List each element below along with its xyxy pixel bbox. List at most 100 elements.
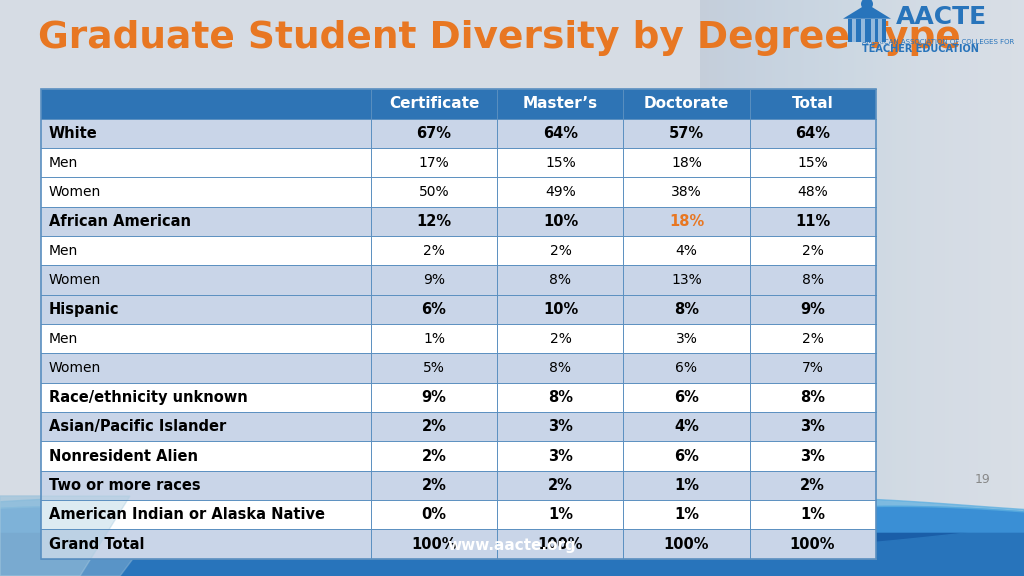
Text: 3%: 3% xyxy=(548,449,572,464)
Text: 8%: 8% xyxy=(674,302,699,317)
Text: American Indian or Alaska Native: American Indian or Alaska Native xyxy=(49,507,325,522)
Bar xyxy=(848,18,886,42)
Text: 2%: 2% xyxy=(550,332,571,346)
Text: 17%: 17% xyxy=(419,156,450,169)
Text: 5%: 5% xyxy=(423,361,445,375)
Text: 11%: 11% xyxy=(795,214,830,229)
Bar xyxy=(41,324,876,353)
Text: White: White xyxy=(49,126,97,141)
Text: 67%: 67% xyxy=(417,126,452,141)
Text: 18%: 18% xyxy=(671,156,701,169)
Bar xyxy=(41,471,876,500)
Text: 3%: 3% xyxy=(676,332,697,346)
Text: 100%: 100% xyxy=(412,537,457,552)
Text: www.aacte.org: www.aacte.org xyxy=(447,538,577,553)
Text: Women: Women xyxy=(49,273,101,287)
Text: 3%: 3% xyxy=(800,419,825,434)
Text: 1%: 1% xyxy=(674,478,699,493)
Text: 1%: 1% xyxy=(674,507,699,522)
Text: 100%: 100% xyxy=(538,537,584,552)
Text: Graduate Student Diversity by Degree Type: Graduate Student Diversity by Degree Typ… xyxy=(38,20,961,56)
Text: 9%: 9% xyxy=(422,390,446,405)
Text: Men: Men xyxy=(49,244,78,257)
Text: Asian/Pacific Islander: Asian/Pacific Islander xyxy=(49,419,226,434)
Text: 7%: 7% xyxy=(802,361,823,375)
Text: Grand Total: Grand Total xyxy=(49,537,144,552)
Text: African American: African American xyxy=(49,214,190,229)
Polygon shape xyxy=(0,496,180,576)
Bar xyxy=(41,89,876,559)
Bar xyxy=(41,529,876,559)
Text: Women: Women xyxy=(49,361,101,375)
Text: 0%: 0% xyxy=(422,507,446,522)
Bar xyxy=(861,18,865,42)
Polygon shape xyxy=(843,4,891,18)
Bar xyxy=(41,382,876,412)
Text: 4%: 4% xyxy=(676,244,697,257)
Bar xyxy=(879,18,883,42)
Bar xyxy=(41,500,876,529)
Text: 10%: 10% xyxy=(543,214,579,229)
Bar xyxy=(41,207,876,236)
Text: TEACHER EDUCATION: TEACHER EDUCATION xyxy=(862,44,979,54)
Bar xyxy=(41,441,876,471)
Bar xyxy=(41,412,876,441)
Text: 4%: 4% xyxy=(674,419,699,434)
Text: 38%: 38% xyxy=(671,185,701,199)
Text: 57%: 57% xyxy=(669,126,705,141)
Text: 2%: 2% xyxy=(422,478,446,493)
Text: 1%: 1% xyxy=(800,507,825,522)
Text: 18%: 18% xyxy=(669,214,705,229)
Text: 100%: 100% xyxy=(790,537,836,552)
Bar xyxy=(852,18,856,42)
Text: 2%: 2% xyxy=(548,478,572,493)
Text: 6%: 6% xyxy=(674,390,699,405)
Bar xyxy=(41,295,876,324)
Text: 12%: 12% xyxy=(417,214,452,229)
Text: 64%: 64% xyxy=(795,126,830,141)
Bar xyxy=(41,353,876,382)
Text: AACTE: AACTE xyxy=(896,5,987,29)
Text: 8%: 8% xyxy=(800,390,825,405)
Text: 13%: 13% xyxy=(671,273,701,287)
Text: 2%: 2% xyxy=(423,244,445,257)
Text: 2%: 2% xyxy=(550,244,571,257)
Text: 1%: 1% xyxy=(423,332,445,346)
Text: Master’s: Master’s xyxy=(523,96,598,111)
Text: 48%: 48% xyxy=(797,185,827,199)
Text: 10%: 10% xyxy=(543,302,579,317)
Text: 2%: 2% xyxy=(422,449,446,464)
Bar xyxy=(41,266,876,295)
Text: 2%: 2% xyxy=(800,478,825,493)
Text: Doctorate: Doctorate xyxy=(644,96,729,111)
Bar xyxy=(870,18,874,42)
Text: Nonresident Alien: Nonresident Alien xyxy=(49,449,198,464)
Text: 6%: 6% xyxy=(422,302,446,317)
Text: 8%: 8% xyxy=(550,273,571,287)
Text: 64%: 64% xyxy=(543,126,578,141)
Text: Two or more races: Two or more races xyxy=(49,478,201,493)
Bar xyxy=(41,177,876,207)
Text: 8%: 8% xyxy=(550,361,571,375)
Text: 3%: 3% xyxy=(800,449,825,464)
Text: 2%: 2% xyxy=(802,332,823,346)
Text: 1%: 1% xyxy=(548,507,573,522)
Text: 6%: 6% xyxy=(674,449,699,464)
Text: 3%: 3% xyxy=(548,419,572,434)
Text: 15%: 15% xyxy=(545,156,575,169)
Circle shape xyxy=(861,0,873,10)
Text: 2%: 2% xyxy=(422,419,446,434)
Bar xyxy=(41,236,876,266)
Polygon shape xyxy=(0,496,130,576)
Text: AMERICAN ASSOCIATION OF COLLEGES FOR: AMERICAN ASSOCIATION OF COLLEGES FOR xyxy=(862,39,1014,45)
Text: Hispanic: Hispanic xyxy=(49,302,120,317)
Text: 9%: 9% xyxy=(800,302,825,317)
Text: Women: Women xyxy=(49,185,101,199)
Text: 100%: 100% xyxy=(664,537,710,552)
Text: Certificate: Certificate xyxy=(389,96,479,111)
Text: 15%: 15% xyxy=(797,156,827,169)
Text: 49%: 49% xyxy=(545,185,575,199)
Text: 50%: 50% xyxy=(419,185,450,199)
Text: Men: Men xyxy=(49,156,78,169)
Bar xyxy=(41,119,876,148)
